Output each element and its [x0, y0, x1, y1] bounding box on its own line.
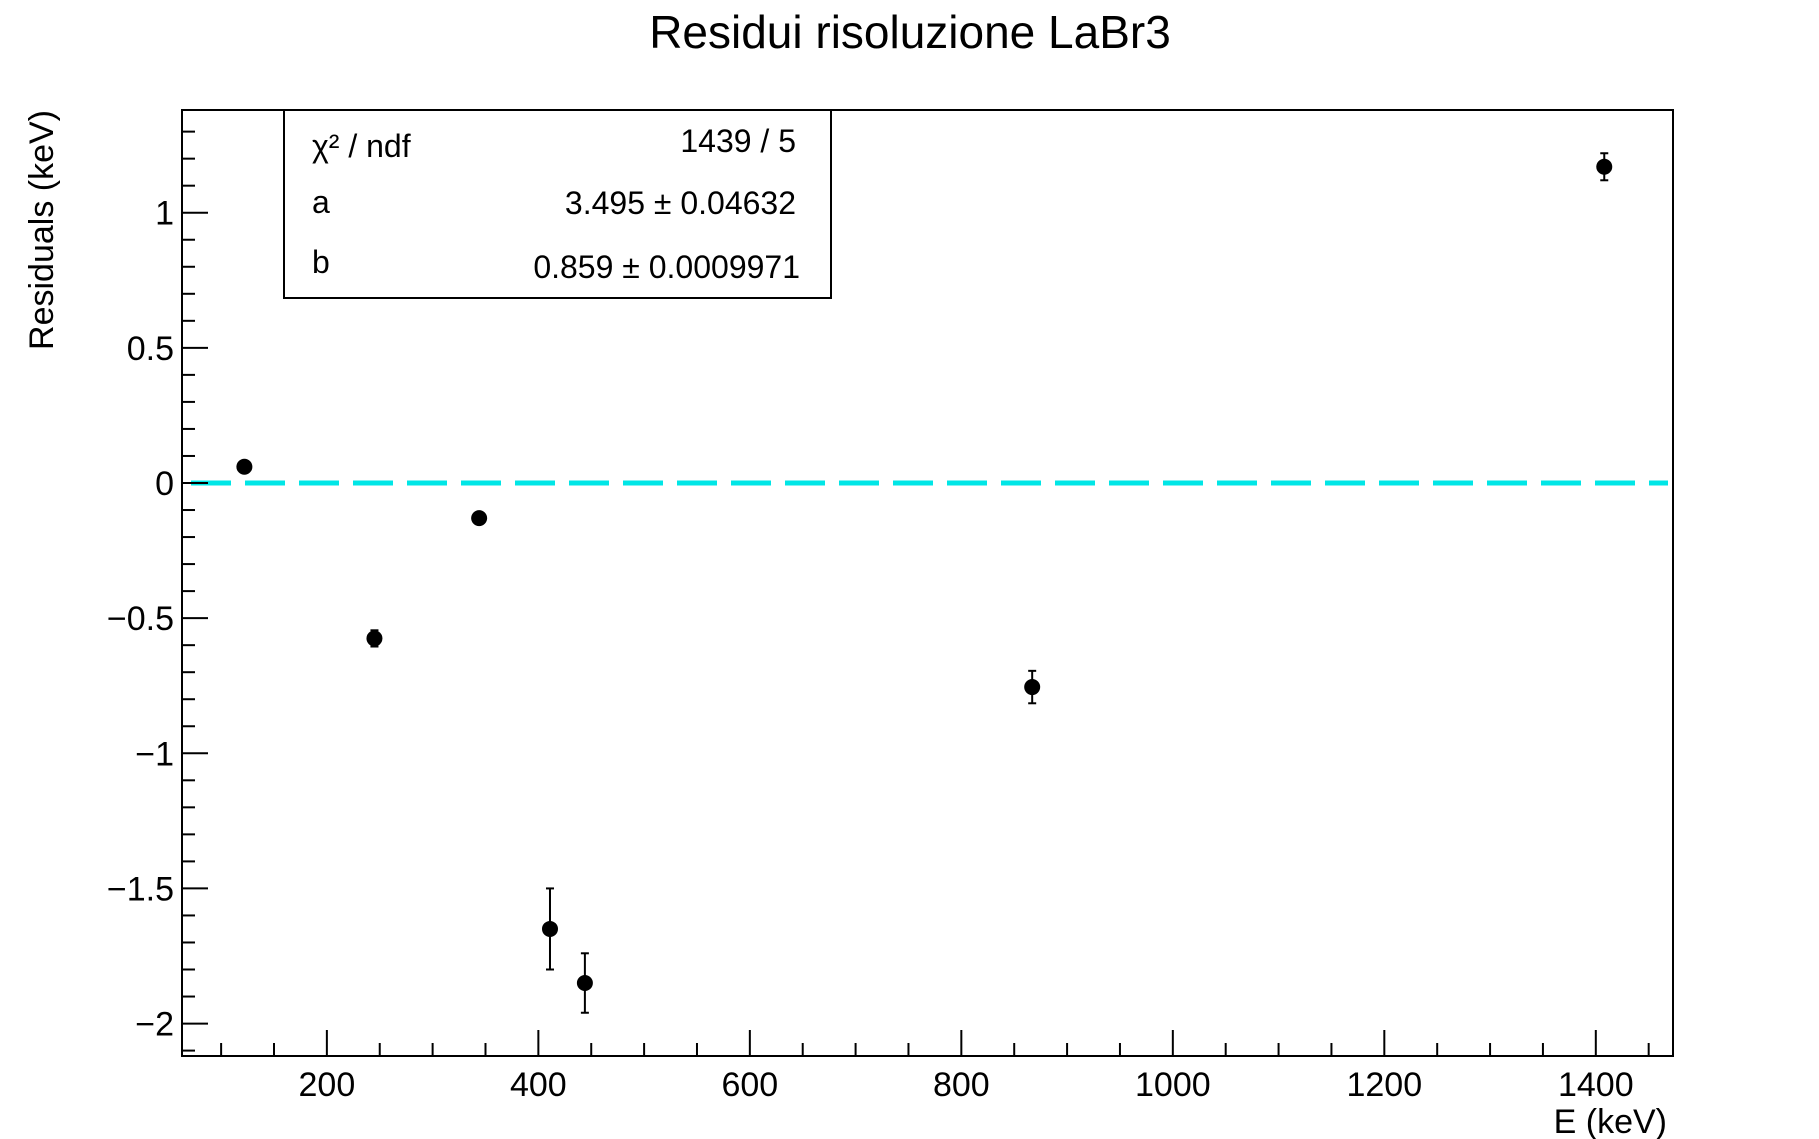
data-marker — [576, 975, 593, 992]
y-tick-label: −1.5 — [107, 870, 174, 908]
x-tick-label: 600 — [721, 1066, 778, 1104]
x-tick-label: 1000 — [1135, 1066, 1211, 1104]
axis-tick-labels: 200 400 600 800 1000 1200 1400 −2 −1.5 −1 −0.5 0 0.5… — [107, 195, 1634, 1104]
y-tick-label: −1 — [135, 735, 174, 773]
x-axis-label: E (keV) — [1554, 1103, 1667, 1139]
data-point — [541, 887, 558, 971]
axis-ticks — [182, 130, 1650, 1056]
data-point — [576, 952, 593, 1014]
x-tick-label: 1200 — [1346, 1066, 1422, 1104]
plot-frame — [181, 109, 1674, 1057]
data-marker — [236, 458, 253, 475]
data-point — [366, 629, 383, 648]
stats-row-a-value: 3.495 ± 0.04632 — [565, 185, 796, 221]
x-tick-label: 1400 — [1558, 1066, 1634, 1104]
data-point — [236, 458, 253, 475]
stats-row-a-label: a — [312, 184, 330, 220]
y-tick-label: −2 — [135, 1006, 174, 1044]
data-point — [471, 510, 488, 527]
y-tick-label: 0 — [155, 465, 174, 503]
stats-box: χ² / ndf 1439 / 5 a 3.495 ± 0.04632 b 0.… — [283, 109, 832, 299]
data-points — [236, 152, 1613, 1014]
data-marker — [1596, 158, 1613, 175]
data-marker — [471, 510, 488, 527]
y-tick-label: 0.5 — [127, 330, 174, 368]
data-marker — [1024, 679, 1041, 696]
x-tick-label: 400 — [510, 1066, 567, 1104]
data-marker — [366, 630, 383, 647]
stats-box-frame — [283, 109, 832, 299]
y-tick-label: −0.5 — [107, 600, 174, 638]
x-tick-label: 200 — [299, 1066, 356, 1104]
y-axis-label: Residuals (keV) — [23, 110, 61, 350]
stats-row-chi2-label: χ² / ndf — [312, 128, 411, 164]
stats-row-chi2-value: 1439 / 5 — [680, 123, 796, 159]
y-tick-label: 1 — [155, 195, 174, 233]
data-point — [1024, 669, 1041, 705]
chart-title: Residui risoluzione LaBr3 — [649, 6, 1171, 58]
data-marker — [541, 920, 558, 937]
x-tick-label: 800 — [933, 1066, 990, 1104]
data-point — [1596, 152, 1613, 182]
stats-row-b-label: b — [312, 244, 330, 280]
stats-row-b-value: 0.859 ± 0.0009971 — [533, 249, 800, 285]
